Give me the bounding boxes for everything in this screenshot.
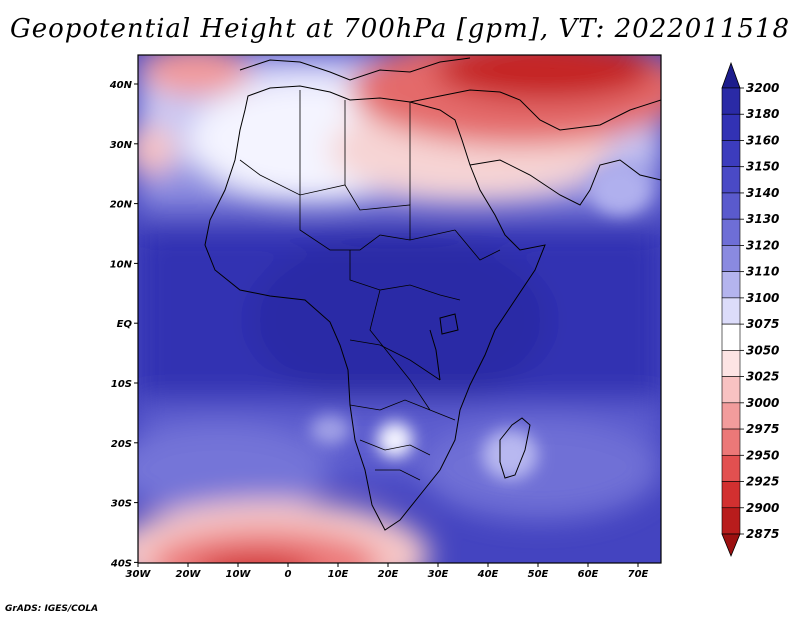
colorbar-swatch xyxy=(721,297,741,325)
grads-credit: GrADS: IGES/COLA xyxy=(5,604,99,614)
colorbar-label: 3160 xyxy=(746,133,779,147)
colorbar-swatch xyxy=(721,271,741,299)
lat-label: EQ xyxy=(117,319,133,330)
colorbar-top-arrow xyxy=(721,61,741,89)
lon-label: 30W xyxy=(126,569,152,580)
colorbar-label: 3180 xyxy=(746,107,779,121)
colorbar-label: 2925 xyxy=(746,475,779,489)
lon-label: 20E xyxy=(378,569,399,580)
colorbar-swatch xyxy=(721,507,741,535)
colorbar-label: 3130 xyxy=(746,212,779,226)
colorbar-swatch xyxy=(721,428,741,456)
colorbar-swatch xyxy=(721,245,741,272)
colorbar-swatch xyxy=(721,113,741,141)
lon-label: 0 xyxy=(285,569,292,580)
colorbar-swatch xyxy=(721,140,741,168)
lake-victoria xyxy=(439,313,459,335)
lake-tanganyika xyxy=(429,329,441,381)
lon-label: 20W xyxy=(176,569,202,580)
lat-label: 20S xyxy=(111,439,132,450)
colorbar-swatch xyxy=(721,323,741,351)
colorbar-label: 3100 xyxy=(746,291,779,305)
lat-label: 40N xyxy=(109,80,133,91)
lat-label: 20N xyxy=(110,200,133,211)
asia-coastline xyxy=(409,89,661,131)
colorbar: 3200 3180 3160 3150 3140 3130 3120 3110 3100 3075… xyxy=(721,61,779,558)
colorbar-label: 3000 xyxy=(746,396,779,410)
lat-label: 30S xyxy=(111,499,132,510)
axis-ticks xyxy=(134,83,639,567)
europe-coastline xyxy=(239,57,471,81)
lon-label: 50E xyxy=(528,569,549,580)
colorbar-label: 2900 xyxy=(746,501,779,515)
colorbar-swatch xyxy=(721,166,741,194)
height-field xyxy=(138,55,661,563)
lon-label: 40E xyxy=(477,569,499,580)
colorbar-label: 3110 xyxy=(746,265,779,279)
latitude-axis: 40N 30N 20N 10N EQ 10S 20S 30S 40S xyxy=(109,80,133,569)
coastlines xyxy=(204,57,661,531)
colorbar-swatch xyxy=(721,350,741,377)
colorbar-label: 3075 xyxy=(746,317,779,331)
colorbar-swatch xyxy=(721,192,741,220)
colorbar-label: 2975 xyxy=(746,422,779,436)
map-frame xyxy=(137,54,662,564)
colorbar-swatch xyxy=(721,376,741,404)
colorbar-swatch xyxy=(721,402,741,430)
colorbar-label: 3120 xyxy=(746,238,779,252)
colorbar-swatch xyxy=(721,218,741,246)
africa-coastline xyxy=(204,85,546,531)
lon-label: 10W xyxy=(226,569,252,580)
lat-label: 40S xyxy=(110,558,132,569)
lon-label: 30E xyxy=(428,569,449,580)
country-borders xyxy=(239,90,501,481)
plot-title: Geopotential Height at 700hPa [gpm], VT:… xyxy=(9,14,791,44)
arabia-coastline xyxy=(469,159,661,206)
colorbar-label: 2950 xyxy=(746,448,779,462)
lat-label: 30N xyxy=(110,140,133,151)
lon-label: 60E xyxy=(578,569,599,580)
colorbar-label: 2875 xyxy=(746,527,779,541)
colorbar-swatch xyxy=(721,454,741,482)
lat-label: 10S xyxy=(111,379,132,390)
colorbar-label: 3150 xyxy=(746,160,779,174)
madagascar-coastline xyxy=(499,417,531,479)
lon-label: 10E xyxy=(328,569,349,580)
colorbar-label: 3140 xyxy=(746,186,779,200)
lat-label: 10N xyxy=(110,259,133,270)
colorbar-label: 3025 xyxy=(746,370,779,384)
colorbar-swatch xyxy=(721,87,741,115)
lon-label: 70E xyxy=(628,569,649,580)
colorbar-label: 3050 xyxy=(746,343,779,357)
colorbar-bottom-arrow xyxy=(721,533,741,558)
colorbar-swatch xyxy=(721,481,741,509)
colorbar-label: 3200 xyxy=(746,81,779,95)
longitude-axis: 30W 20W 10W 0 10E 20E 30E 40E 50E 60E 70E xyxy=(126,569,649,580)
